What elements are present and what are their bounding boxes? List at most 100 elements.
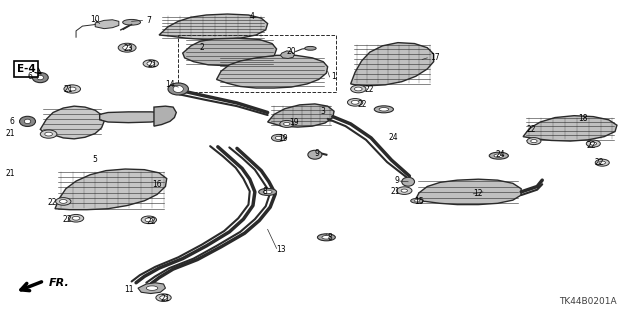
Polygon shape [523, 116, 617, 141]
Text: 22: 22 [595, 158, 604, 167]
Ellipse shape [489, 152, 508, 159]
Text: 7: 7 [147, 16, 151, 25]
Text: TK44B0201A: TK44B0201A [559, 297, 617, 306]
Circle shape [531, 139, 537, 143]
Ellipse shape [402, 177, 415, 186]
Text: 8: 8 [328, 233, 332, 242]
Ellipse shape [173, 85, 183, 93]
Text: 10: 10 [90, 15, 100, 24]
Text: 18: 18 [579, 114, 588, 123]
Polygon shape [138, 283, 166, 293]
Polygon shape [216, 55, 328, 88]
Text: 17: 17 [430, 53, 440, 62]
Text: 16: 16 [153, 181, 163, 189]
Text: 6: 6 [28, 72, 33, 81]
Text: 19: 19 [278, 134, 288, 143]
Text: 21: 21 [390, 187, 400, 196]
Circle shape [143, 60, 159, 67]
Circle shape [595, 159, 609, 166]
Circle shape [397, 187, 412, 195]
Text: 21: 21 [5, 129, 15, 138]
Circle shape [145, 218, 153, 222]
Text: 8: 8 [263, 187, 268, 197]
Polygon shape [100, 112, 167, 123]
Text: 13: 13 [276, 245, 286, 254]
Text: 5: 5 [93, 155, 98, 164]
Polygon shape [280, 51, 294, 58]
Text: 12: 12 [473, 189, 483, 198]
Text: 21: 21 [148, 60, 157, 69]
Ellipse shape [32, 72, 48, 83]
Circle shape [60, 199, 67, 203]
Circle shape [68, 87, 76, 91]
Ellipse shape [379, 108, 388, 111]
Ellipse shape [168, 83, 188, 95]
Ellipse shape [411, 198, 424, 203]
Text: 21: 21 [5, 169, 15, 178]
Text: 22: 22 [357, 100, 367, 109]
Circle shape [156, 294, 172, 301]
Ellipse shape [374, 106, 394, 113]
Text: 21: 21 [161, 294, 170, 303]
Text: 22: 22 [587, 141, 596, 150]
Circle shape [348, 99, 363, 106]
Text: 24: 24 [389, 133, 399, 142]
Polygon shape [154, 106, 176, 126]
Polygon shape [415, 179, 521, 204]
Ellipse shape [322, 235, 331, 239]
Circle shape [527, 137, 541, 145]
Circle shape [147, 62, 155, 65]
Ellipse shape [147, 286, 158, 290]
Text: 14: 14 [164, 80, 174, 89]
Circle shape [355, 87, 362, 91]
Ellipse shape [414, 200, 420, 202]
Text: 22: 22 [526, 125, 536, 134]
Ellipse shape [259, 189, 276, 196]
Ellipse shape [317, 234, 335, 241]
Circle shape [351, 100, 359, 104]
Text: 23: 23 [124, 44, 133, 54]
Text: 22: 22 [63, 215, 72, 224]
Circle shape [72, 216, 80, 220]
Circle shape [586, 140, 600, 147]
Text: 22: 22 [365, 85, 374, 94]
Text: 24: 24 [495, 150, 505, 159]
Polygon shape [182, 38, 276, 66]
Text: FR.: FR. [49, 278, 69, 288]
Text: 2: 2 [200, 43, 205, 52]
Circle shape [40, 130, 57, 138]
Text: 22: 22 [47, 198, 57, 207]
Circle shape [141, 216, 157, 224]
Text: 4: 4 [250, 12, 255, 21]
Ellipse shape [37, 75, 44, 80]
Polygon shape [55, 169, 167, 210]
Circle shape [271, 134, 285, 141]
Polygon shape [268, 104, 334, 127]
Text: 9: 9 [315, 149, 320, 158]
Circle shape [123, 46, 132, 50]
Circle shape [284, 122, 290, 125]
Ellipse shape [20, 116, 35, 126]
Polygon shape [159, 14, 268, 40]
Circle shape [275, 136, 282, 139]
Ellipse shape [263, 190, 272, 194]
Ellipse shape [308, 150, 322, 159]
Polygon shape [351, 43, 434, 86]
Circle shape [118, 43, 136, 52]
Circle shape [56, 197, 71, 205]
Text: 9: 9 [395, 176, 400, 185]
Circle shape [68, 214, 84, 222]
Text: E-4: E-4 [17, 64, 36, 74]
Circle shape [599, 161, 605, 164]
Ellipse shape [24, 119, 31, 123]
Text: 1: 1 [332, 72, 336, 81]
Circle shape [401, 189, 408, 192]
Text: 11: 11 [124, 285, 134, 294]
Circle shape [351, 85, 366, 93]
Circle shape [280, 121, 294, 127]
Ellipse shape [123, 19, 141, 25]
Text: 3: 3 [320, 107, 325, 116]
Circle shape [590, 142, 596, 145]
Text: 22: 22 [147, 217, 156, 226]
Ellipse shape [494, 154, 504, 158]
